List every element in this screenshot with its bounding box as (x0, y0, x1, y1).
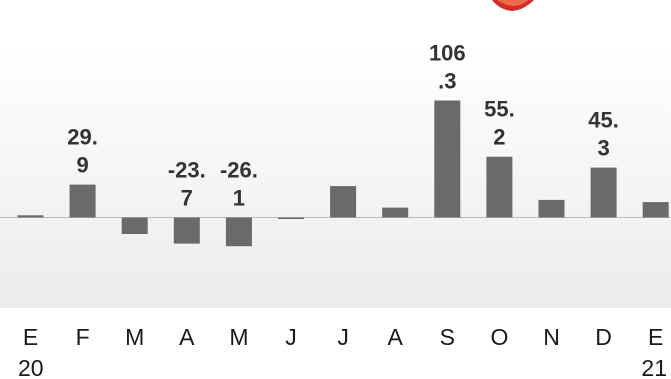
bar-1 (69, 184, 96, 218)
year-label-1: 21 (641, 355, 667, 379)
year-label-0: 20 (18, 355, 44, 379)
x-tick-label-1: F (76, 324, 90, 350)
bar-4 (225, 217, 252, 247)
x-tick-label-8: S (440, 324, 455, 350)
data-label-1-line-0: 29. (67, 125, 98, 150)
data-label-11-line-1: 3 (597, 136, 609, 161)
bar-6 (330, 186, 357, 218)
x-tick-label-4: M (229, 324, 248, 350)
x-tick-label-2: M (125, 324, 144, 350)
x-tick-label-6: J (337, 324, 349, 350)
logo-icon (492, 0, 534, 11)
data-label-3-line-0: -23. (168, 158, 206, 183)
data-label-9-line-0: 55. (484, 97, 515, 122)
data-label-9-line-1: 2 (493, 125, 505, 150)
bar-11 (590, 167, 617, 218)
bar-8 (434, 100, 461, 218)
data-label-4-line-1: 1 (233, 186, 245, 211)
x-tick-label-9: O (490, 324, 508, 350)
x-tick-label-3: A (179, 324, 195, 350)
x-tick-label-5: J (285, 324, 297, 350)
x-tick-label-12: E (648, 324, 663, 350)
data-label-8-line-0: 106 (429, 41, 466, 66)
data-label-4-line-0: -26. (220, 158, 258, 183)
x-tick-label-0: E (23, 324, 38, 350)
data-label-3-line-1: 7 (181, 186, 193, 211)
bar-3 (173, 217, 200, 244)
data-label-8-line-1: .3 (438, 69, 456, 94)
x-tick-label-11: D (595, 324, 612, 350)
bar-5 (278, 217, 304, 219)
plot-background (0, 48, 671, 308)
bar-9 (486, 156, 513, 218)
data-label-1-line-1: 9 (76, 153, 88, 178)
x-tick-label-10: N (543, 324, 560, 350)
bar-10 (538, 199, 565, 218)
bar-12 (642, 202, 669, 218)
bar-0 (17, 215, 44, 218)
bar-7 (382, 207, 409, 218)
data-label-11-line-0: 45. (588, 108, 619, 133)
bar-2 (121, 217, 148, 234)
x-tick-label-7: A (388, 324, 404, 350)
